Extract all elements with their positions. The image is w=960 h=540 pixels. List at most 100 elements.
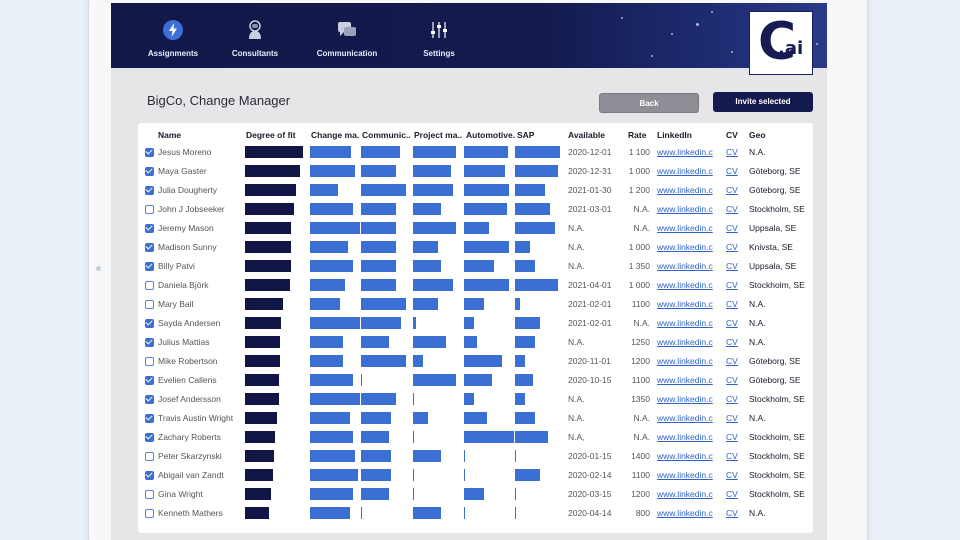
cv-link[interactable]: CV [726,489,738,499]
select-checkbox[interactable] [145,414,154,423]
select-checkbox[interactable] [145,471,154,480]
consultant-name: Jeremy Mason [158,223,214,233]
skill-bar [413,146,456,158]
skill-bar [464,203,507,215]
linkedin-link[interactable]: www.linkedin.c [657,223,713,233]
select-checkbox[interactable] [145,167,154,176]
nav-settings[interactable]: Settings [407,3,471,68]
nav-communication[interactable]: Communication [309,3,385,68]
select-checkbox[interactable] [145,319,154,328]
skill-bar [310,374,353,386]
nav-assignments[interactable]: Assignments [141,3,205,68]
select-checkbox[interactable] [145,281,154,290]
geo-location: Göteborg, SE [749,375,801,385]
available-date: N.A. [568,261,585,271]
cv-link[interactable]: CV [726,394,738,404]
geo-location: Stockholm, SE [749,489,805,499]
consultant-name: Josef Andersson [158,394,221,404]
geo-location: Stockholm, SE [749,204,805,214]
linkedin-link[interactable]: www.linkedin.c [657,299,713,309]
available-date: N.A, [568,432,585,442]
linkedin-link[interactable]: www.linkedin.c [657,489,713,499]
select-checkbox[interactable] [145,205,154,214]
cv-link[interactable]: CV [726,451,738,461]
select-checkbox[interactable] [145,338,154,347]
linkedin-link[interactable]: www.linkedin.c [657,508,713,518]
select-checkbox[interactable] [145,433,154,442]
linkedin-link[interactable]: www.linkedin.c [657,166,713,176]
consultant-name: Mike Robertson [158,356,218,366]
select-checkbox[interactable] [145,300,154,309]
invite-selected-button[interactable]: Invite selected [713,92,813,112]
select-checkbox[interactable] [145,186,154,195]
cv-link[interactable]: CV [726,337,738,347]
select-checkbox[interactable] [145,376,154,385]
select-checkbox[interactable] [145,509,154,518]
cv-link[interactable]: CV [726,508,738,518]
skill-bar [361,146,400,158]
cv-link[interactable]: CV [726,375,738,385]
cv-link[interactable]: CV [726,261,738,271]
table-row: Peter Skarzynski 2020-01-15 1400 www.linked… [138,447,813,466]
rate-value: 800 [635,508,650,518]
nav-consultants[interactable]: Consultants [223,3,287,68]
linkedin-link[interactable]: www.linkedin.c [657,204,713,214]
rate-value: N.A. [633,204,650,214]
available-date: 2020-02-14 [568,470,612,480]
cv-link[interactable]: CV [726,413,738,423]
select-checkbox[interactable] [145,357,154,366]
cv-link[interactable]: CV [726,432,738,442]
skill-bar [464,241,509,253]
linkedin-link[interactable]: www.linkedin.c [657,280,713,290]
linkedin-link[interactable]: www.linkedin.c [657,337,713,347]
select-checkbox[interactable] [145,148,154,157]
cv-link[interactable]: CV [726,185,738,195]
geo-location: N.A. [749,337,766,347]
geo-location: Stockholm, SE [749,394,805,404]
cv-link[interactable]: CV [726,356,738,366]
linkedin-link[interactable]: www.linkedin.c [657,451,713,461]
cv-link[interactable]: CV [726,204,738,214]
linkedin-link[interactable]: www.linkedin.c [657,242,713,252]
select-checkbox[interactable] [145,452,154,461]
lightning-icon [163,20,183,40]
cv-link[interactable]: CV [726,318,738,328]
table-row: Josef Andersson N.A. 1350 www.linkedin.c CV S… [138,390,813,409]
rate-value: 1 350 [628,261,650,271]
linkedin-link[interactable]: www.linkedin.c [657,470,713,480]
linkedin-link[interactable]: www.linkedin.c [657,394,713,404]
select-checkbox[interactable] [145,395,154,404]
linkedin-link[interactable]: www.linkedin.c [657,356,713,366]
back-button[interactable]: Back [599,93,699,113]
table-row: Jesus Moreno 2020-12-01 1 100 www.linkedin.… [138,143,813,162]
consultant-name: John J Jobseeker [158,204,225,214]
skill-bar [361,298,406,310]
available-date: N.A. [568,242,585,252]
cv-link[interactable]: CV [726,280,738,290]
select-checkbox[interactable] [145,243,154,252]
linkedin-link[interactable]: www.linkedin.c [657,147,713,157]
skill-bar [361,355,406,367]
skill-bar [361,374,362,386]
select-checkbox[interactable] [145,224,154,233]
cv-link[interactable]: CV [726,242,738,252]
linkedin-link[interactable]: www.linkedin.c [657,432,713,442]
cv-link[interactable]: CV [726,470,738,480]
available-date: N.A. [568,413,585,423]
cv-link[interactable]: CV [726,299,738,309]
linkedin-link[interactable]: www.linkedin.c [657,318,713,328]
cv-link[interactable]: CV [726,166,738,176]
select-checkbox[interactable] [145,262,154,271]
linkedin-link[interactable]: www.linkedin.c [657,375,713,385]
available-date: 2020-12-31 [568,166,612,176]
skill-bar [515,336,535,348]
linkedin-link[interactable]: www.linkedin.c [657,413,713,423]
skill-bar [361,450,391,462]
cv-link[interactable]: CV [726,147,738,157]
skill-bar [361,165,396,177]
linkedin-link[interactable]: www.linkedin.c [657,261,713,271]
linkedin-link[interactable]: www.linkedin.c [657,185,713,195]
select-checkbox[interactable] [145,490,154,499]
cv-link[interactable]: CV [726,223,738,233]
skill-bar [310,412,350,424]
